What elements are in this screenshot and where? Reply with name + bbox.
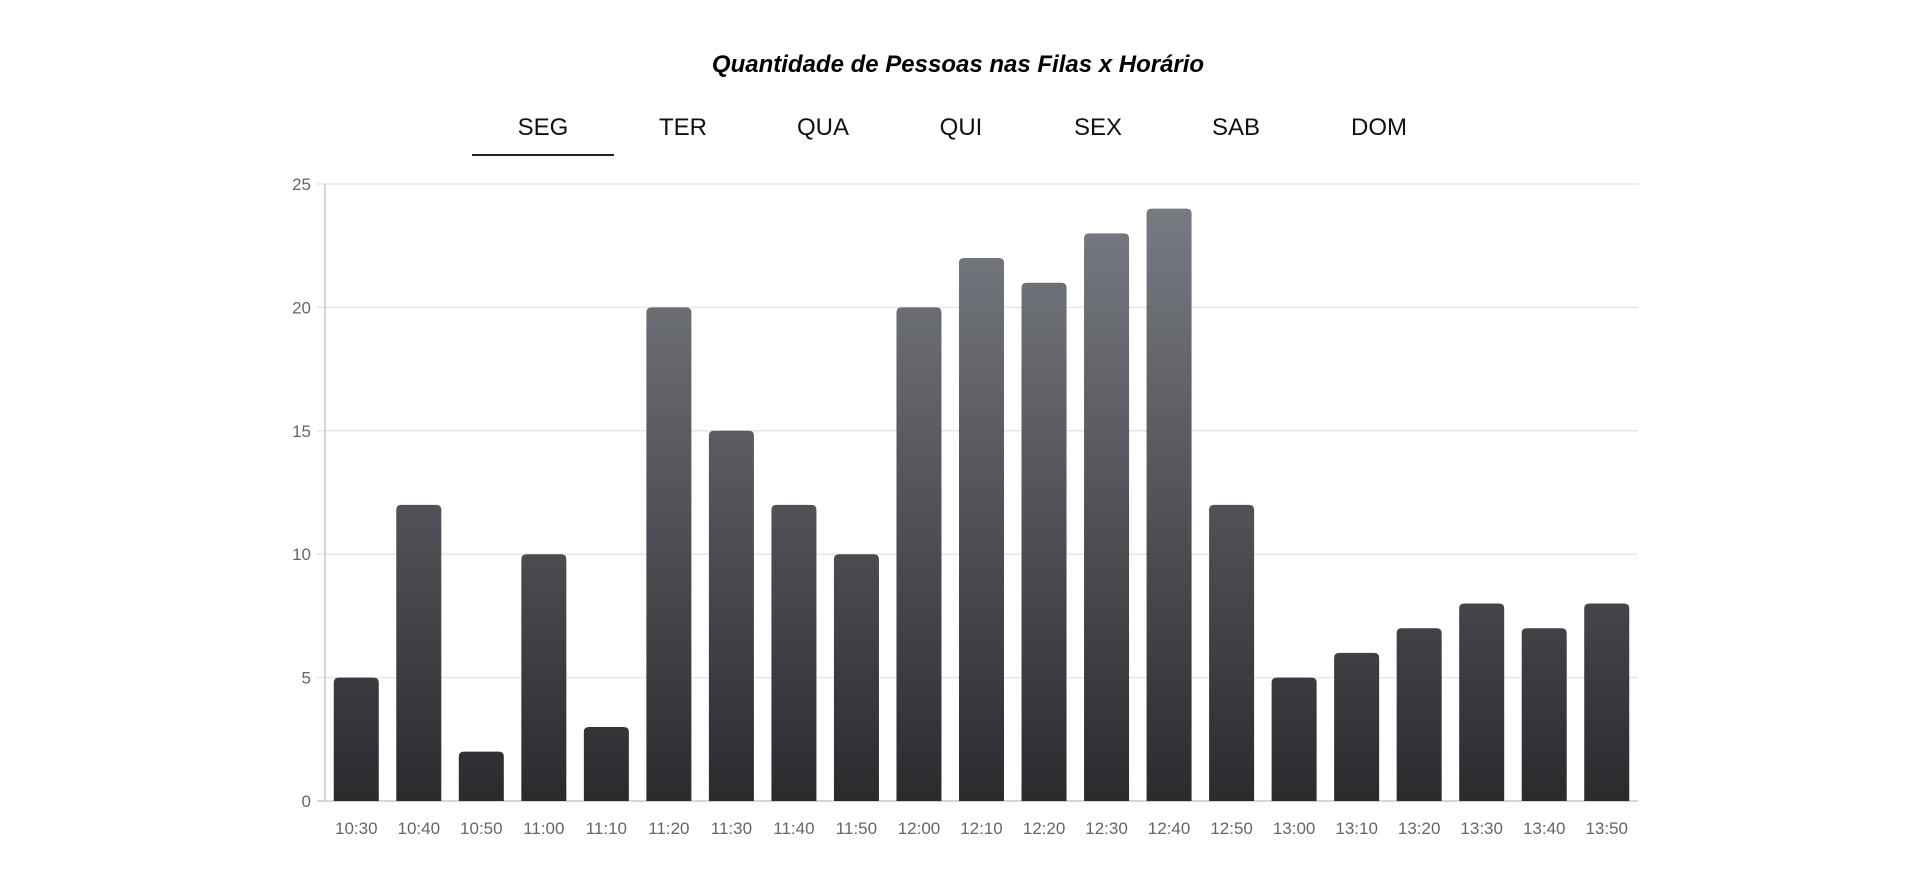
bar-1300[interactable] [1271, 677, 1317, 801]
bar-1340[interactable] [1521, 628, 1567, 801]
x-tick-label: 10:30 [335, 819, 378, 838]
tab-seg[interactable]: SEG [472, 111, 614, 156]
bar-1130[interactable] [708, 430, 754, 801]
x-tick-label: 12:20 [1023, 819, 1066, 838]
x-tick-label: 13:20 [1398, 819, 1441, 838]
bar-1320[interactable] [1396, 628, 1442, 801]
x-tick-label: 11:50 [836, 819, 877, 838]
x-tick-label: 10:40 [398, 819, 441, 838]
tab-qui[interactable]: QUI [939, 114, 983, 141]
bar-1220[interactable] [1021, 282, 1067, 802]
x-tick-label: 13:50 [1585, 819, 1628, 838]
bars [333, 208, 1630, 802]
x-tick-label: 12:00 [898, 819, 941, 838]
tab-sex[interactable]: SEX [1073, 114, 1123, 141]
bar-1140[interactable] [771, 504, 817, 801]
bar-1050[interactable] [458, 751, 504, 801]
y-tick-label: 25 [292, 175, 311, 194]
bar-1040[interactable] [396, 504, 442, 801]
x-tick-label: 11:20 [648, 819, 689, 838]
y-axis-ticks: 0 5 10 15 20 25 [292, 175, 311, 811]
x-tick-label: 13:10 [1335, 819, 1378, 838]
bar-1230[interactable] [1084, 233, 1130, 802]
bar-1200[interactable] [896, 307, 942, 801]
bar-1150[interactable] [833, 554, 879, 801]
x-tick-label: 12:10 [960, 819, 1003, 838]
bar-1330[interactable] [1459, 603, 1505, 801]
tab-sab[interactable]: SAB [1211, 114, 1261, 141]
tab-dom[interactable]: DOM [1351, 114, 1407, 141]
bar-1240[interactable] [1146, 208, 1192, 801]
tab-qua[interactable]: QUA [796, 114, 849, 141]
bar-1110[interactable] [583, 726, 629, 801]
x-tick-label: 10:50 [460, 819, 503, 838]
bar-1250[interactable] [1209, 504, 1255, 801]
y-tick-label: 0 [302, 792, 311, 811]
x-tick-label: 13:40 [1523, 819, 1566, 838]
bar-1350[interactable] [1584, 603, 1630, 801]
x-tick-label: 11:40 [773, 819, 814, 838]
tab-ter[interactable]: TER [659, 114, 707, 141]
x-tick-label: 12:30 [1085, 819, 1128, 838]
y-tick-label: 15 [292, 422, 311, 441]
y-tick-label: 20 [292, 298, 311, 317]
bar-1030[interactable] [333, 677, 379, 801]
bar-1310[interactable] [1334, 652, 1380, 801]
x-tick-label: 12:40 [1148, 819, 1191, 838]
x-tick-label: 13:30 [1460, 819, 1503, 838]
bar-1120[interactable] [646, 307, 692, 801]
y-tick-label: 10 [292, 545, 311, 564]
x-tick-label: 12:50 [1210, 819, 1253, 838]
chart-title: Quantidade de Pessoas nas Filas x Horári… [711, 51, 1205, 78]
x-axis-ticks: 10:30 10:40 10:50 11:00 11:10 11:20 11:30 11:40… [335, 819, 1628, 838]
x-tick-label: 11:00 [523, 819, 564, 838]
x-tick-label: 11:30 [711, 819, 752, 838]
x-tick-label: 11:10 [586, 819, 627, 838]
x-tick-label: 13:00 [1273, 819, 1316, 838]
bar-1100[interactable] [521, 554, 567, 801]
y-tick-label: 5 [302, 669, 311, 688]
bar-1210[interactable] [958, 258, 1005, 801]
